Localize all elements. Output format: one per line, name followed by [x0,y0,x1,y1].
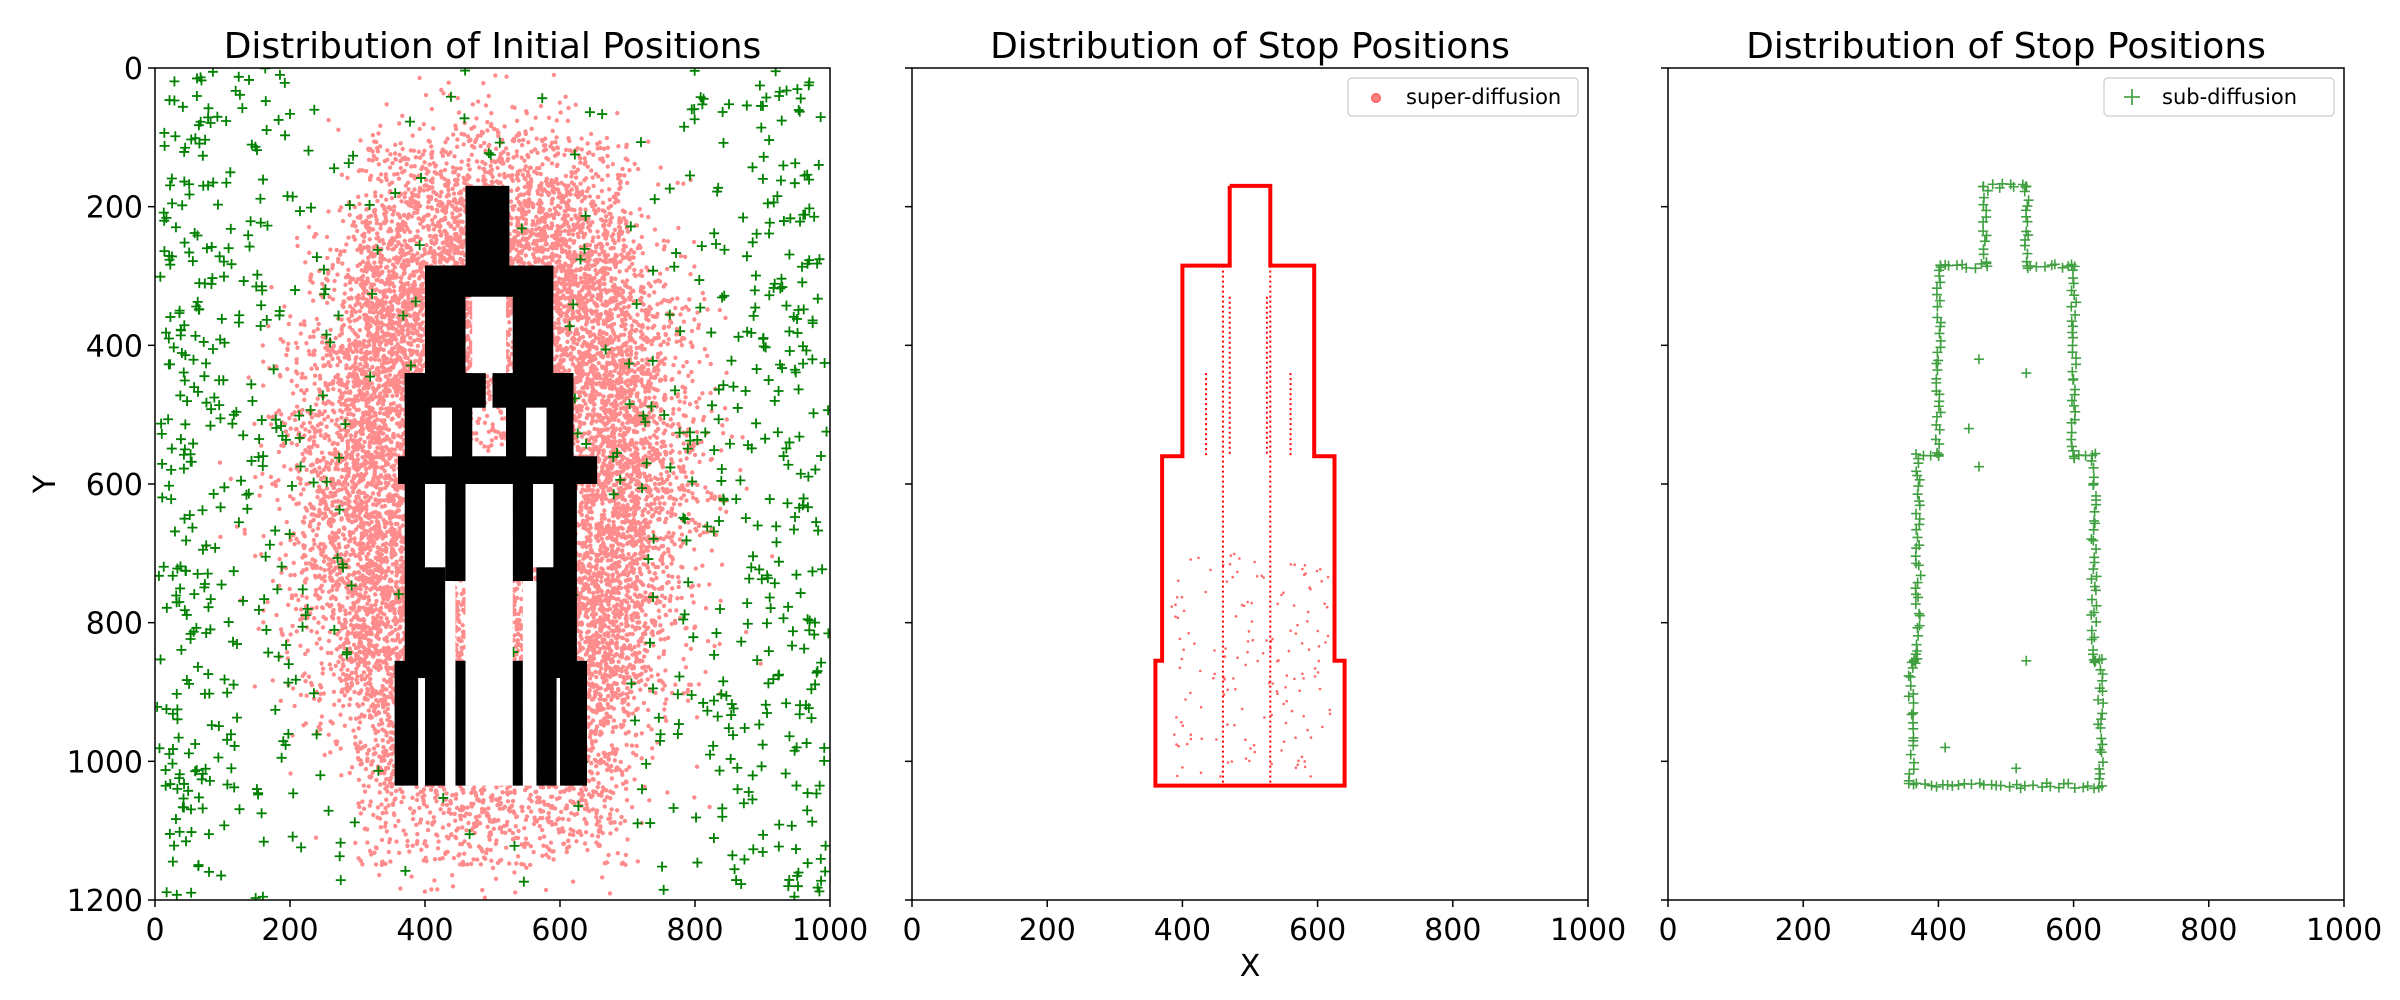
legend-label: sub-diffusion [2162,85,2297,109]
series-super-diffusion-stop [1153,183,1347,788]
x-axis-label: X [1240,949,1261,984]
y-tick-label: 200 [86,191,143,226]
x-tick-label: 200 [1775,913,1832,948]
scatter-points-red [204,72,775,900]
obstacle-segment [425,567,446,786]
obstacle-segment [445,456,466,582]
plot-area [155,68,830,900]
stop-plus-markers [1903,178,2109,794]
panel-initial-positions: 0 200 400 600 800 1000 0 200 400 600 800 1000 1200 Di… [28,26,868,948]
obstacle-gap [472,296,506,374]
x-tick-label: 200 [1019,913,1076,948]
series-sub-diffusion-stop [1903,178,2109,794]
x-tick-label: 600 [531,913,588,948]
x-tick-label: 800 [1424,913,1481,948]
obstacle-segment [394,660,419,786]
legend-label: super-diffusion [1406,85,1561,109]
chart-title: Distribution of Stop Positions [1746,26,2266,67]
series-super-diffusion-initial [204,72,775,900]
series-sub-diffusion-initial [155,68,830,900]
obstacle-gap [431,407,452,457]
obstacle-gap [533,484,554,568]
obstacle-gap [418,678,425,786]
legend-marker [2124,89,2140,105]
y-tick-label: 1000 [67,745,143,780]
y-tick-label: 600 [86,468,143,503]
chart-title: Distribution of Stop Positions [990,26,1510,67]
obstacle-segment [465,185,510,270]
obstacle-segment [404,456,425,679]
y-tick-label: 1200 [67,884,143,919]
obstacle-gap [425,484,446,568]
scatter-points-green [155,68,830,900]
x-tick-label: 0 [145,913,164,948]
x-tick-label: 0 [1658,913,1677,948]
x-tick-label: 600 [1289,913,1346,948]
chart-title: Distribution of Initial Positions [224,26,762,67]
obstacle-segment [560,660,587,786]
obstacle-segment [425,265,466,377]
y-tick-label: 0 [124,52,143,87]
panel-stop-super: 0 200 400 600 800 1000 Distribution of Stop Po… [902,26,1626,984]
stop-outline [1153,183,1347,788]
x-tick-label: 1000 [792,913,868,948]
x-tick-label: 400 [1154,913,1211,948]
obstacle-gap [522,581,537,786]
legend-box [1347,77,1579,117]
panel-stop-sub: 0 200 400 600 800 1000 Distribution of Stop Po… [1658,26,2382,948]
obstacle-gap [526,407,547,457]
x-tick-label: 200 [261,913,318,948]
x-tick-label: 800 [2180,913,2237,948]
obstacle-gap [445,581,456,786]
x-tick-label: 400 [396,913,453,948]
axes-frame [911,67,1589,901]
obstacle-segment [536,567,557,786]
x-tick-label: 800 [666,913,723,948]
obstacle-tree [394,185,598,786]
x-tick-label: 1000 [2306,913,2382,948]
obstacle-segment [553,456,577,679]
x-tick-label: 1000 [1550,913,1626,948]
x-tick-label: 600 [2045,913,2102,948]
stop-scatter-points [1170,552,1332,778]
axes-frame [1667,67,2345,901]
y-tick-label: 400 [86,329,143,364]
obstacle-segment [512,456,533,582]
y-tick-label: 800 [86,607,143,642]
obstacle-gap [475,671,503,786]
legend-box [2103,77,2335,117]
y-axis-label: Y [28,474,63,494]
legend-marker [1371,93,1381,103]
obstacle-segment [512,265,554,377]
x-tick-label: 0 [902,913,921,948]
x-tick-label: 400 [1910,913,1967,948]
obstacle-gap [556,678,560,786]
